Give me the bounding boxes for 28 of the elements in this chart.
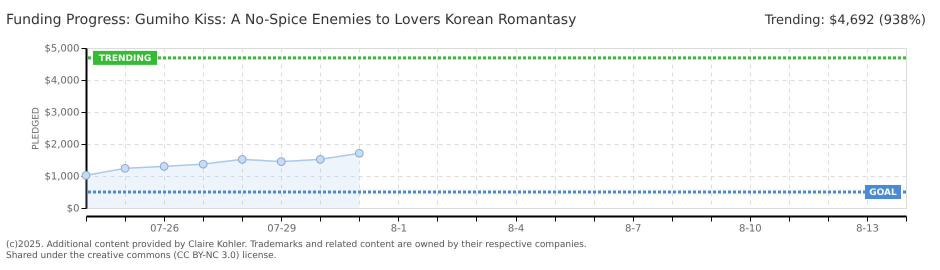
y-tick-label: $3,000 bbox=[44, 108, 80, 118]
x-tick-label: 8-10 bbox=[738, 224, 762, 234]
point bbox=[120, 164, 130, 173]
y-tick-label: $1,000 bbox=[44, 172, 80, 182]
point bbox=[276, 157, 286, 166]
point bbox=[316, 154, 325, 164]
y-tick-label: $4,000 bbox=[44, 76, 80, 86]
x-tick-label: 07-26 bbox=[150, 224, 180, 234]
ref-line-label: GOAL bbox=[869, 188, 898, 198]
text: Shared under the creative commons (CC BY-NC 3.0) license. bbox=[6, 251, 277, 261]
y-axis-title: PLEDGED bbox=[32, 107, 42, 150]
point bbox=[354, 148, 364, 158]
y-tick-label: $5,000 bbox=[44, 44, 80, 54]
point bbox=[238, 154, 247, 164]
x-tick-label: 07-29 bbox=[267, 224, 296, 234]
point bbox=[160, 162, 168, 171]
chart-subtitle: Trending: $4,692 (938%) bbox=[764, 13, 926, 28]
point bbox=[198, 160, 208, 169]
text: (c)2025. Additional content provided by Claire Kohler. Trademarks and related content are owned by their respective companies. bbox=[6, 240, 587, 250]
y-tick-label: $0 bbox=[66, 204, 80, 214]
ref-line-label: TRENDING bbox=[98, 54, 152, 64]
x-tick-label: 8-7 bbox=[624, 224, 642, 234]
y-tick-label: $2,000 bbox=[44, 140, 80, 150]
x-tick-label: 8-4 bbox=[508, 224, 524, 234]
x-tick-label: 8-1 bbox=[390, 224, 408, 234]
x-tick-label: 8-13 bbox=[856, 224, 879, 234]
point bbox=[82, 170, 90, 180]
chart-title: Funding Progress: Gumiho Kiss: A No-Spice Enemies to Lovers Korean Romantasy bbox=[6, 12, 576, 28]
